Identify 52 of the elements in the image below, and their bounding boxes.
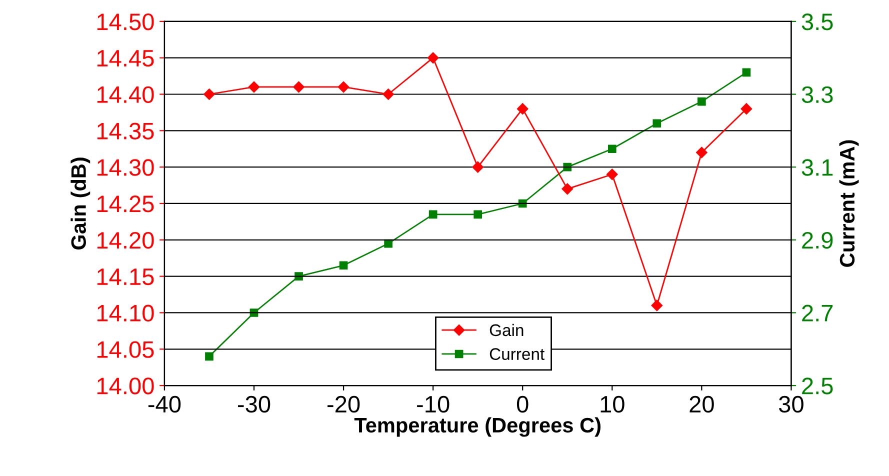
- legend-label: Gain: [490, 324, 524, 336]
- y-tick-label: 14.30: [97, 159, 154, 176]
- point: [382, 88, 394, 100]
- y-tick-label: 14.05: [97, 341, 154, 358]
- point: [608, 144, 616, 154]
- x-tick-label: -30: [238, 396, 270, 413]
- y2-tick-label: 3.1: [802, 159, 833, 176]
- x-tick-label: -20: [328, 396, 360, 413]
- y-tick-label: 14.00: [97, 378, 154, 394]
- legend-label: Current: [490, 348, 545, 360]
- point: [652, 119, 662, 128]
- point: [696, 146, 708, 158]
- y2-tick-label: 2.9: [802, 232, 833, 249]
- point: [427, 52, 439, 64]
- x-axis-title: Temperature (Degrees C): [354, 417, 600, 437]
- x-tick-label: 0: [516, 396, 528, 413]
- y2-tick-label: 2.7: [802, 304, 833, 322]
- y-tick-label: 14.10: [97, 304, 154, 322]
- point: [205, 352, 214, 361]
- point: [742, 68, 751, 77]
- x-tick-label: 10: [600, 396, 624, 413]
- y-tick-label: 14.35: [97, 122, 154, 140]
- point: [651, 300, 663, 312]
- point: [606, 168, 618, 180]
- point: [562, 183, 573, 195]
- y-tick-label: 14.50: [97, 13, 154, 30]
- x-tick-label: 30: [778, 396, 804, 413]
- y2-tick-label: 3.3: [802, 86, 833, 104]
- y2-tick-label: 3.5: [802, 13, 833, 30]
- x-tick-label: 20: [690, 396, 714, 413]
- point: [338, 81, 350, 93]
- point: [740, 103, 752, 114]
- point: [248, 81, 260, 93]
- y-tick-label: 14.40: [97, 86, 154, 104]
- y-tick-label: 14.45: [97, 50, 154, 67]
- y2-axis-title: Current (mA): [839, 140, 859, 267]
- y-axis-title: Gain (dB): [70, 158, 90, 250]
- x-tick-label: -10: [417, 396, 450, 413]
- x-tick-label: -40: [148, 396, 181, 413]
- y2-tick-label: 2.5: [802, 378, 833, 394]
- y-tick-label: 14.15: [97, 268, 154, 286]
- point: [698, 97, 706, 106]
- point: [517, 103, 528, 114]
- point: [474, 210, 482, 219]
- point: [294, 272, 303, 280]
- point: [339, 261, 348, 270]
- point: [293, 81, 304, 93]
- y-tick-label: 14.25: [97, 196, 154, 212]
- y-tick-label: 14.20: [97, 232, 154, 249]
- point: [204, 88, 215, 100]
- point: [428, 210, 438, 219]
- point: [472, 161, 484, 173]
